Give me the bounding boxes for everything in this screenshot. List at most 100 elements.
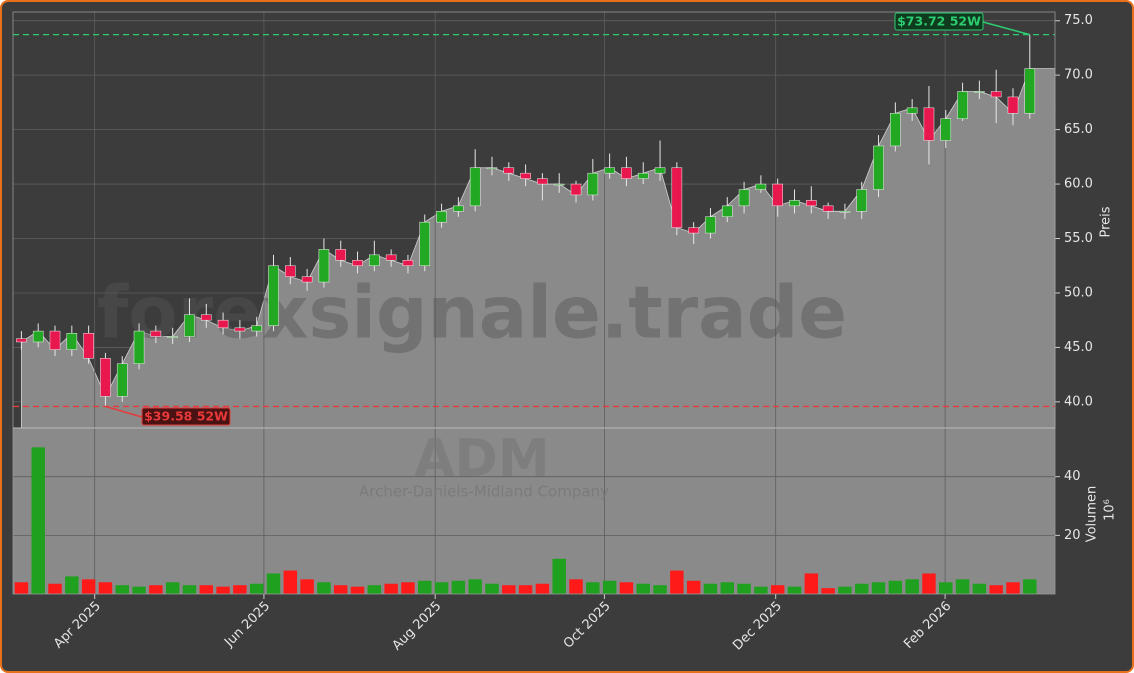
candle-body bbox=[285, 265, 296, 277]
volume-bar bbox=[384, 583, 398, 594]
candle-body bbox=[688, 227, 699, 234]
volume-bar bbox=[14, 582, 29, 594]
candle-body bbox=[133, 330, 145, 364]
candle-body bbox=[637, 172, 649, 179]
volume-bar bbox=[199, 585, 213, 594]
volume-bar bbox=[98, 582, 113, 594]
volume-bar bbox=[165, 582, 180, 594]
volume-bar bbox=[334, 585, 348, 594]
candle-body bbox=[301, 276, 313, 283]
volume-bar bbox=[502, 585, 516, 594]
volume-bar bbox=[1006, 582, 1020, 594]
candle-body bbox=[83, 333, 94, 359]
annotation-label: $39.58 52W bbox=[144, 409, 228, 424]
y-tick-label: 20 bbox=[1064, 528, 1081, 543]
candle-body bbox=[369, 254, 380, 266]
volume-bar bbox=[249, 583, 264, 594]
candle-body bbox=[453, 205, 464, 212]
x-tick-label: Oct 2025 bbox=[561, 599, 614, 652]
y-tick-label: 75.0 bbox=[1064, 13, 1093, 28]
volume-bar bbox=[905, 579, 919, 594]
volume-bar bbox=[569, 579, 583, 594]
candle-body bbox=[49, 330, 61, 350]
volume-bar bbox=[31, 447, 45, 594]
annotation-box bbox=[141, 407, 231, 426]
volume-bar bbox=[855, 583, 869, 594]
volume-title: ADM bbox=[414, 429, 549, 489]
volume-subtitle: Archer-Daniels-Midland Company bbox=[359, 483, 609, 501]
y-tick-label: 40.0 bbox=[1064, 394, 1093, 409]
volume-bar bbox=[586, 582, 600, 594]
candle-body bbox=[654, 167, 666, 174]
candle-body bbox=[957, 91, 968, 119]
volume-bar bbox=[350, 586, 365, 594]
volume-bar bbox=[216, 586, 230, 594]
candle-body bbox=[66, 333, 78, 350]
x-tick-label: Jun 2025 bbox=[221, 599, 273, 651]
candle-body bbox=[890, 113, 901, 147]
volume-bar bbox=[871, 582, 886, 594]
volume-bar bbox=[838, 586, 852, 594]
candle-body bbox=[251, 325, 262, 332]
candle-body bbox=[553, 183, 565, 186]
volume-bar bbox=[451, 580, 466, 594]
volume-bar bbox=[65, 576, 79, 594]
candle-body bbox=[738, 189, 750, 207]
volume-bar bbox=[737, 583, 751, 594]
volume-bar bbox=[653, 585, 667, 594]
volume-bar bbox=[81, 579, 96, 594]
candle-body bbox=[167, 336, 178, 338]
volume-bar bbox=[888, 580, 903, 594]
candle-body bbox=[402, 260, 414, 266]
candle-body bbox=[806, 200, 817, 207]
annotation-arrow bbox=[982, 21, 1030, 36]
candle-body bbox=[537, 178, 548, 185]
candle-body bbox=[385, 254, 397, 261]
candle-body bbox=[873, 145, 884, 190]
y-tick-label: 45.0 bbox=[1064, 340, 1093, 355]
x-tick-label: Apr 2025 bbox=[51, 599, 104, 652]
price-axis-title: Preis bbox=[1099, 206, 1114, 237]
volume-bar bbox=[132, 586, 146, 594]
candle-body bbox=[217, 319, 229, 329]
candle-body bbox=[940, 118, 952, 141]
candle-body bbox=[469, 167, 481, 207]
candle-body bbox=[16, 338, 27, 343]
candle-body bbox=[1024, 68, 1036, 114]
annotation-arrow bbox=[105, 405, 143, 418]
candle-body bbox=[100, 358, 111, 397]
plot-border bbox=[12, 11, 1056, 595]
candle-body bbox=[436, 211, 447, 223]
volume-bar bbox=[955, 579, 970, 594]
candle-body bbox=[822, 205, 834, 212]
candle-body bbox=[570, 183, 582, 196]
volume-bar bbox=[552, 558, 566, 594]
x-tick-label: Feb 2026 bbox=[901, 599, 954, 652]
candle-body bbox=[923, 107, 935, 141]
volume-bar bbox=[972, 583, 987, 594]
volume-bar bbox=[989, 585, 1003, 594]
candle-body bbox=[990, 91, 1002, 98]
candle-body bbox=[755, 183, 767, 190]
candle-body bbox=[419, 221, 431, 266]
candle-body bbox=[116, 363, 128, 397]
volume-bar bbox=[182, 585, 197, 594]
volume-bar bbox=[48, 583, 62, 594]
candle-body bbox=[587, 172, 599, 196]
y-tick-label: 55.0 bbox=[1064, 231, 1093, 246]
candle-body bbox=[1007, 96, 1019, 114]
volume-bar bbox=[434, 582, 449, 594]
volume-bar bbox=[821, 588, 835, 594]
volume-bar bbox=[619, 582, 634, 594]
volume-bar bbox=[770, 585, 785, 594]
candle-body bbox=[621, 167, 632, 179]
volume-bar bbox=[804, 573, 819, 594]
annotation-box bbox=[894, 12, 984, 31]
volume-bar bbox=[670, 570, 684, 594]
candle-body bbox=[32, 330, 44, 343]
candle-body bbox=[604, 167, 615, 174]
candle-body bbox=[520, 172, 531, 179]
candle-body bbox=[318, 249, 330, 283]
